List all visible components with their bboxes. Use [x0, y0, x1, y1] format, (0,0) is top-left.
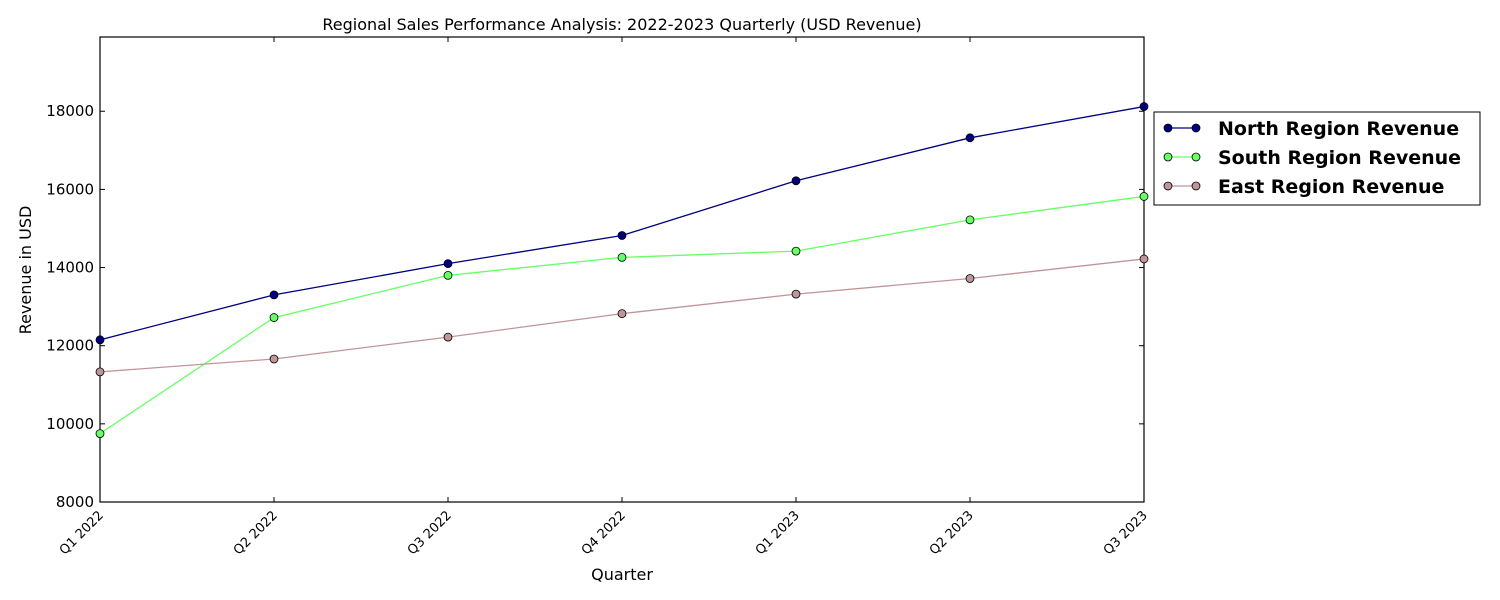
data-point	[1139, 254, 1149, 264]
plot-frame	[99, 36, 1145, 503]
data-point	[617, 231, 627, 240]
x-tick-label: Q1 2022	[57, 508, 107, 558]
y-tick-label: 18000	[46, 102, 94, 120]
data-point	[791, 289, 801, 299]
legend-label: East Region Revenue	[1218, 176, 1444, 198]
x-tick-label: Q2 2022	[231, 508, 281, 558]
y-tick-label: 8000	[56, 493, 94, 511]
y-axis: 8000 10000 12000 14000 16000 18000	[46, 102, 1144, 511]
x-tick-label: Q3 2022	[405, 508, 455, 558]
legend-marker	[1191, 123, 1201, 133]
data-point	[965, 133, 975, 143]
y-tick-label: 14000	[46, 259, 94, 277]
legend-label: North Region Revenue	[1218, 118, 1459, 140]
data-point	[791, 246, 801, 256]
data-point	[791, 176, 801, 186]
data-point	[443, 270, 453, 280]
legend: North Region Revenue South Region Revenue…	[1153, 111, 1481, 206]
legend-marker	[1163, 123, 1173, 133]
y-axis-title: Revenue in USD	[16, 206, 35, 335]
data-point	[269, 313, 279, 322]
y-tick-label: 10000	[46, 415, 94, 433]
x-axis: Q1 2022 Q2 2022 Q3 2022 Q4 2022 Q1 2023 Q2 20…	[57, 37, 1151, 558]
data-point	[965, 215, 975, 225]
series-group	[95, 102, 1149, 439]
data-point	[1139, 102, 1149, 111]
data-point	[617, 252, 627, 262]
data-point	[95, 335, 105, 345]
legend-marker	[1191, 181, 1201, 191]
legend-marker	[1163, 152, 1173, 162]
legend-marker	[1191, 152, 1201, 162]
data-point	[443, 332, 453, 342]
legend-marker	[1163, 181, 1173, 191]
y-tick-label: 12000	[46, 337, 94, 355]
legend-label: South Region Revenue	[1218, 147, 1461, 169]
x-tick-label: Q2 2023	[927, 508, 977, 558]
data-point	[269, 354, 279, 364]
data-point	[965, 274, 975, 283]
data-point	[1139, 192, 1149, 201]
data-point	[269, 290, 279, 300]
legend-box	[1153, 111, 1481, 206]
x-tick-label: Q3 2023	[1101, 508, 1151, 558]
chart-title: Regional Sales Performance Analysis: 202…	[322, 15, 921, 34]
data-point	[617, 309, 627, 319]
data-point	[443, 259, 453, 269]
data-point	[95, 367, 105, 377]
x-tick-label: Q1 2023	[753, 508, 803, 558]
x-axis-title: Quarter	[591, 565, 653, 584]
x-tick-label: Q4 2022	[579, 508, 629, 558]
data-point	[95, 429, 105, 439]
y-tick-label: 16000	[46, 180, 94, 198]
series-line-0	[99, 105, 1145, 341]
